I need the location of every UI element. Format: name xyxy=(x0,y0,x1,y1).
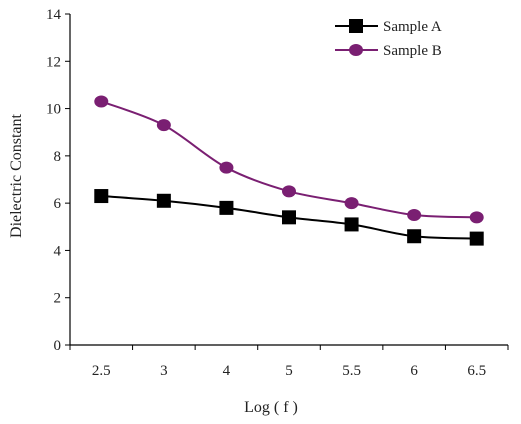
data-point-sample-b xyxy=(344,197,359,210)
legend-marker xyxy=(349,44,363,56)
series-sample-b xyxy=(94,95,484,224)
y-tick-label: 12 xyxy=(46,54,61,70)
series-sample-a xyxy=(94,189,484,246)
data-point-sample-a xyxy=(156,193,171,208)
data-point-sample-b xyxy=(94,95,109,108)
y-tick-label: 0 xyxy=(54,338,62,354)
data-point-sample-b xyxy=(219,161,234,174)
x-tick-label: 6.5 xyxy=(467,363,486,379)
y-axis-title: Dielectric Constant xyxy=(8,113,25,238)
y-tick-label: 6 xyxy=(54,196,62,212)
data-point-sample-a xyxy=(282,210,296,225)
data-point-sample-b xyxy=(469,211,484,224)
x-tick-label: 3 xyxy=(160,363,168,379)
legend-item-sample-a: Sample A xyxy=(335,19,442,35)
y-tick-label: 4 xyxy=(54,243,62,259)
data-point-sample-a xyxy=(344,217,359,232)
y-tick-label: 14 xyxy=(46,7,62,23)
x-tick-label: 6 xyxy=(410,363,418,379)
legend-label: Sample B xyxy=(383,43,442,59)
data-point-sample-a xyxy=(219,200,234,215)
legend-label: Sample A xyxy=(383,19,442,35)
x-tick-label: 5 xyxy=(285,363,293,379)
data-point-sample-b xyxy=(156,119,171,132)
data-point-sample-b xyxy=(282,185,296,198)
data-point-sample-a xyxy=(469,231,484,246)
x-axis-title: Log ( f ) xyxy=(244,399,298,416)
x-tick-label: 5.5 xyxy=(342,363,361,379)
legend-marker xyxy=(349,19,363,33)
y-tick-label: 10 xyxy=(46,102,61,118)
data-point-sample-a xyxy=(407,229,422,244)
axes xyxy=(69,14,508,346)
x-tick-label: 2.5 xyxy=(92,363,111,379)
y-tick-label: 8 xyxy=(54,149,62,165)
series xyxy=(94,95,484,246)
y-tick-label: 2 xyxy=(54,291,62,307)
legend-item-sample-b: Sample B xyxy=(335,43,442,59)
x-tick-label: 4 xyxy=(223,363,231,379)
legend: Sample A Sample B xyxy=(335,19,442,59)
data-point-sample-b xyxy=(407,208,422,221)
data-point-sample-a xyxy=(94,189,109,204)
axis-ticks: 0 2 4 6 8 10 12 14 2.5 3 4 5 5.5 6 6.5 xyxy=(46,7,509,379)
